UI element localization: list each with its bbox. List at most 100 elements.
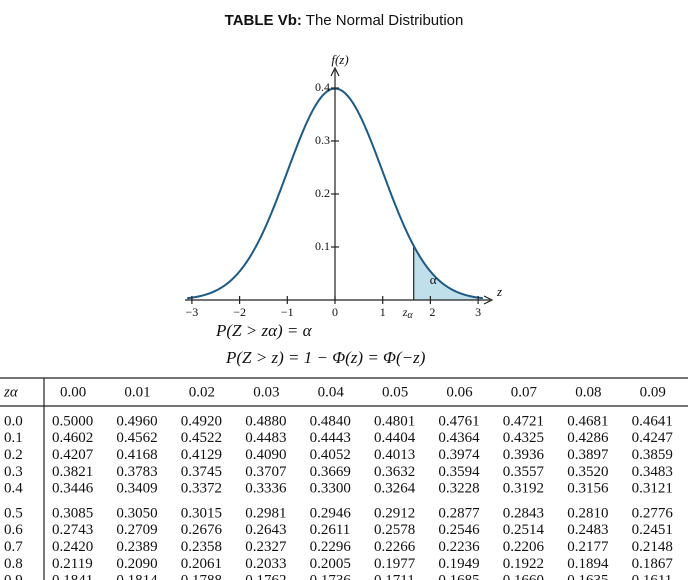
table-cell: 0.2206 bbox=[503, 539, 545, 555]
table-cell: 0.4960 bbox=[116, 413, 157, 429]
table-header: 0.05 bbox=[382, 384, 408, 400]
table-cell: 0.3859 bbox=[632, 447, 673, 463]
table-cell: 0.4761 bbox=[438, 413, 479, 429]
table-cell: 0.4325 bbox=[503, 430, 544, 446]
table-cell: 0.3594 bbox=[438, 464, 480, 480]
table-cell: 0.4052 bbox=[310, 447, 351, 463]
table-cell: 0.2843 bbox=[503, 505, 544, 521]
table-cell: 0.3520 bbox=[567, 464, 608, 480]
z-alpha-z: z bbox=[402, 305, 408, 319]
tail-area bbox=[413, 245, 479, 300]
table-cell: 0.2327 bbox=[245, 539, 287, 555]
y-tick-label: 0.3 bbox=[315, 133, 330, 147]
table-cell: 0.4681 bbox=[567, 413, 608, 429]
table-cell: 0.3015 bbox=[181, 505, 222, 521]
table-cell: 0.4920 bbox=[181, 413, 222, 429]
table-cell: 0.5000 bbox=[52, 413, 93, 429]
table-header: 0.06 bbox=[446, 384, 473, 400]
table-cell: 0.1711 bbox=[374, 573, 415, 580]
table-cell: 0.1867 bbox=[632, 556, 674, 572]
table-header: 0.00 bbox=[60, 384, 86, 400]
table-cell: 0.3050 bbox=[116, 505, 157, 521]
table-cell: 0.2709 bbox=[116, 522, 157, 538]
alpha-label: α bbox=[430, 272, 437, 287]
table-header: 0.01 bbox=[124, 384, 150, 400]
table-cell: 0.4013 bbox=[374, 447, 415, 463]
table-cell: 0.3336 bbox=[245, 481, 287, 497]
table-cell: 0.2546 bbox=[438, 522, 480, 538]
table-header: 0.08 bbox=[575, 384, 601, 400]
x-tick-label: 0 bbox=[332, 305, 338, 319]
table-cell: 0.2358 bbox=[181, 539, 222, 555]
table-cell: 0.3121 bbox=[632, 481, 673, 497]
x-tick-label: 2 bbox=[429, 305, 435, 319]
y-arrow bbox=[330, 66, 340, 77]
table-cell: 0.3409 bbox=[116, 481, 157, 497]
y-label: f(z) bbox=[331, 52, 348, 67]
table-cell: 0.2483 bbox=[567, 522, 608, 538]
table-cell: 0.4168 bbox=[116, 447, 157, 463]
table-cell: 0.3446 bbox=[52, 481, 94, 497]
table-cell: 0.3632 bbox=[374, 464, 415, 480]
table-cell: 0.1660 bbox=[503, 573, 544, 580]
table-header: 0.07 bbox=[511, 384, 538, 400]
x-tick-label: 1 bbox=[380, 305, 386, 319]
y-tick-label: 0.2 bbox=[315, 186, 330, 200]
table-cell: 0.1611 bbox=[632, 573, 673, 580]
table-cell: 0.3156 bbox=[567, 481, 609, 497]
table-cell: 0.2420 bbox=[52, 539, 93, 555]
table-cell: 0.3228 bbox=[438, 481, 479, 497]
table-header: 0.09 bbox=[640, 384, 666, 400]
table-cell: 0.4483 bbox=[245, 430, 286, 446]
table-cell: 0.1762 bbox=[245, 573, 286, 580]
table-cell: 0.1685 bbox=[438, 573, 479, 580]
table-cell: 0.4641 bbox=[632, 413, 673, 429]
table-cell: 0.4840 bbox=[310, 413, 351, 429]
title: TABLE Vb: The Normal Distribution bbox=[225, 12, 464, 29]
table-cell: 0.4721 bbox=[503, 413, 544, 429]
table-cell: 0.3974 bbox=[438, 447, 480, 463]
x-arrow bbox=[483, 295, 494, 305]
table-cell: 0.2005 bbox=[310, 556, 351, 572]
table-cell: 0.2033 bbox=[245, 556, 286, 572]
table-cell: 0.3821 bbox=[52, 464, 93, 480]
table-cell: 0.4404 bbox=[374, 430, 416, 446]
table-cell: 0.4090 bbox=[245, 447, 286, 463]
title-label: TABLE Vb: bbox=[225, 12, 302, 29]
table-cell: 0.2578 bbox=[374, 522, 415, 538]
table-cell: 0.2296 bbox=[310, 539, 352, 555]
table-cell: 0.4801 bbox=[374, 413, 415, 429]
table-cell: 0.2743 bbox=[52, 522, 93, 538]
table-cell: 0.2236 bbox=[438, 539, 480, 555]
table-cell: 0.1814 bbox=[116, 573, 158, 580]
table-cell: 0.3936 bbox=[503, 447, 545, 463]
table-cell: 0.4286 bbox=[567, 430, 609, 446]
table-cell: 0.1894 bbox=[567, 556, 609, 572]
table-cell: 0.3669 bbox=[310, 464, 351, 480]
formula: P(Z > zα) = α bbox=[215, 321, 313, 340]
table-cell: 0.2119 bbox=[52, 556, 93, 572]
table-cell: 0.4522 bbox=[181, 430, 222, 446]
table-cell: 0.3483 bbox=[632, 464, 673, 480]
table-cell: 0.2643 bbox=[245, 522, 286, 538]
table-cell: 0.2514 bbox=[503, 522, 545, 538]
table-cell: 0.2177 bbox=[567, 539, 609, 555]
formula: P(Z > z) = 1 − Φ(z) = Φ(−z) bbox=[225, 348, 426, 367]
y-tick-label: 0.1 bbox=[315, 239, 330, 253]
table-header: zα bbox=[3, 384, 19, 400]
row-label: 0.8 bbox=[4, 556, 23, 572]
row-label: 0.0 bbox=[4, 413, 23, 429]
table-cell: 0.3372 bbox=[181, 481, 222, 497]
table-cell: 0.4880 bbox=[245, 413, 286, 429]
table-cell: 0.4129 bbox=[181, 447, 222, 463]
table-cell: 0.2061 bbox=[181, 556, 222, 572]
table-cell: 0.2946 bbox=[310, 505, 352, 521]
table-cell: 0.3192 bbox=[503, 481, 544, 497]
row-label: 0.7 bbox=[4, 539, 23, 555]
table-header: 0.03 bbox=[253, 384, 279, 400]
table-cell: 0.2912 bbox=[374, 505, 415, 521]
x-tick-label: −2 bbox=[233, 305, 246, 319]
x-label: z bbox=[496, 284, 502, 299]
row-label: 0.9 bbox=[4, 573, 23, 580]
